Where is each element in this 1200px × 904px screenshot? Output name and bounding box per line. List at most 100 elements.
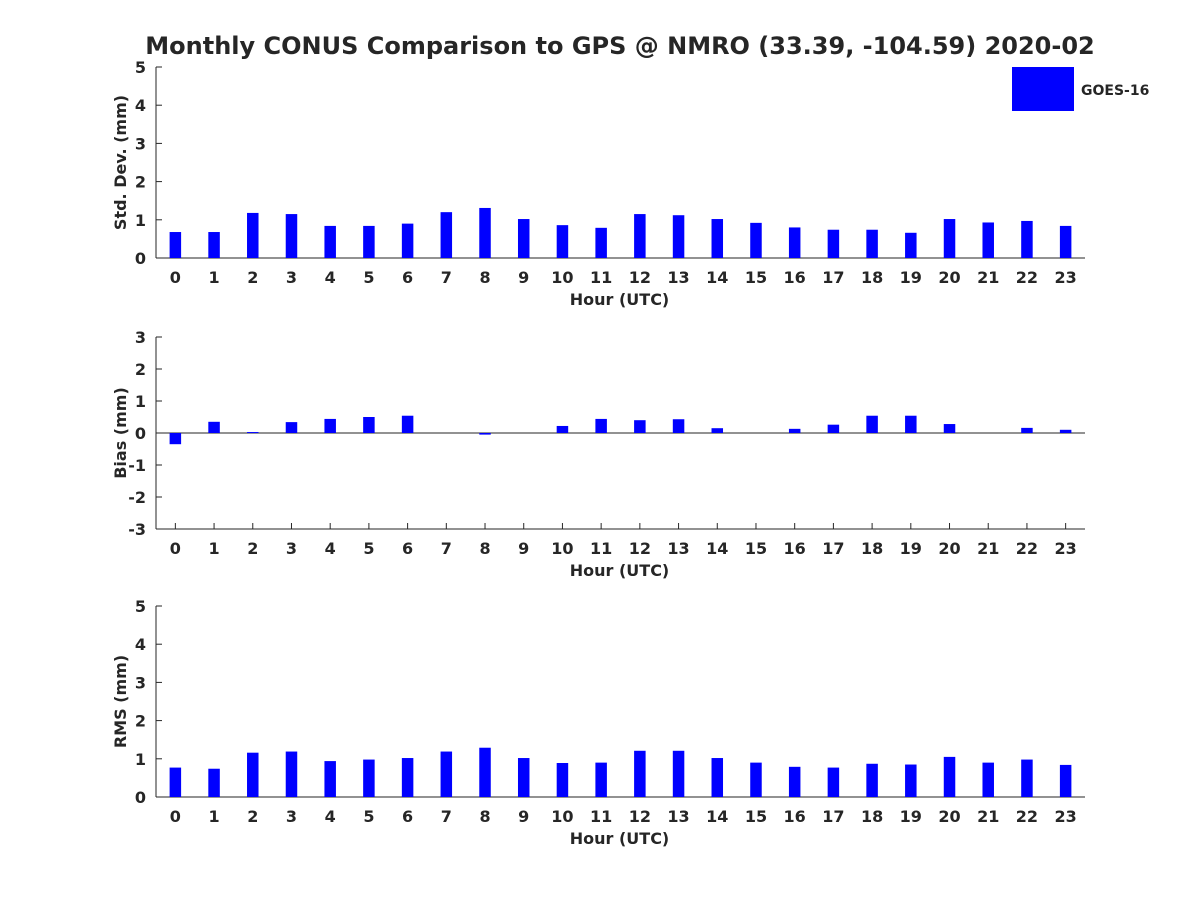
x-tick-label: 3 <box>286 807 297 826</box>
bar-hour-2 <box>247 432 259 434</box>
bar-hour-23 <box>1059 764 1072 797</box>
x-tick-label: 9 <box>518 539 529 558</box>
x-tick-label: 18 <box>861 268 883 287</box>
x-tick-label: 8 <box>479 807 490 826</box>
y-tick-label: 1 <box>135 392 146 411</box>
bar-hour-0 <box>169 232 182 258</box>
y-tick-label: 3 <box>135 134 146 153</box>
bar-hour-17 <box>827 767 840 797</box>
bar-hour-21 <box>982 222 994 258</box>
x-tick-label: 14 <box>706 268 728 287</box>
bar-hour-17 <box>827 424 840 433</box>
x-tick-label: 3 <box>286 268 297 287</box>
bar-hour-9 <box>517 219 530 258</box>
y-tick-label: 2 <box>135 712 146 731</box>
y-tick-label: 2 <box>135 360 146 379</box>
bar-hour-23 <box>1059 429 1072 433</box>
x-tick-label: 5 <box>363 539 374 558</box>
bar-hour-16 <box>788 766 801 797</box>
x-tick-label: 12 <box>629 539 651 558</box>
x-tick-label: 10 <box>551 268 573 287</box>
x-tick-label: 18 <box>861 807 883 826</box>
bar-hour-22 <box>1021 759 1033 797</box>
x-tick-label: 22 <box>1016 807 1038 826</box>
x-tick-label: 23 <box>1055 539 1077 558</box>
y-tick-label: 2 <box>135 173 146 192</box>
bar-hour-2 <box>247 752 259 797</box>
bar-hour-6 <box>401 415 414 433</box>
x-tick-label: 5 <box>363 268 374 287</box>
bar-hour-11 <box>595 762 607 797</box>
x-tick-label: 21 <box>977 807 999 826</box>
bar-hour-19 <box>905 764 917 797</box>
x-axis-label: Hour (UTC) <box>570 290 670 309</box>
x-tick-label: 11 <box>590 539 612 558</box>
bar-hour-14 <box>711 219 724 258</box>
x-tick-label: 8 <box>479 268 490 287</box>
bar-hour-4 <box>324 225 336 258</box>
x-tick-label: 0 <box>170 268 181 287</box>
bar-hour-16 <box>788 227 801 258</box>
y-axis-label: Bias (mm) <box>111 387 130 479</box>
figure-title: Monthly CONUS Comparison to GPS @ NMRO (… <box>145 32 1094 60</box>
y-tick-label: 1 <box>135 750 146 769</box>
bar-hour-18 <box>866 229 878 258</box>
y-tick-label: -1 <box>128 456 146 475</box>
bar-hour-8 <box>479 207 491 258</box>
bar-hour-19 <box>905 415 917 433</box>
bar-hour-11 <box>595 227 607 258</box>
bar-hour-15 <box>750 762 762 797</box>
bar-hour-20 <box>943 424 956 433</box>
bar-hour-5 <box>363 417 375 433</box>
y-tick-label: -2 <box>128 488 146 507</box>
x-tick-label: 17 <box>822 539 844 558</box>
x-tick-label: 4 <box>325 807 336 826</box>
y-tick-label: 1 <box>135 211 146 230</box>
x-tick-label: 9 <box>518 807 529 826</box>
bar-hour-1 <box>208 421 220 433</box>
bar-hour-6 <box>401 223 414 258</box>
bar-hour-21 <box>982 762 994 797</box>
x-tick-label: 13 <box>667 807 689 826</box>
x-tick-label: 8 <box>479 539 490 558</box>
x-tick-label: 11 <box>590 268 612 287</box>
x-tick-label: 19 <box>900 539 922 558</box>
x-tick-label: 18 <box>861 539 883 558</box>
bar-hour-5 <box>363 759 375 797</box>
y-tick-label: 4 <box>135 96 146 115</box>
bar-hour-0 <box>169 433 182 445</box>
bar-hour-12 <box>634 214 646 258</box>
x-tick-label: 15 <box>745 539 767 558</box>
x-tick-label: 1 <box>208 268 219 287</box>
x-tick-label: 5 <box>363 807 374 826</box>
x-tick-label: 6 <box>402 807 413 826</box>
y-tick-label: 3 <box>135 673 146 692</box>
bar-hour-20 <box>943 756 956 797</box>
bar-hour-12 <box>634 420 646 433</box>
bar-hour-22 <box>1021 220 1033 258</box>
bar-hour-10 <box>556 763 569 797</box>
bar-hour-11 <box>595 418 607 433</box>
y-tick-label: -3 <box>128 520 146 539</box>
y-tick-label: 0 <box>135 424 146 443</box>
bar-hour-14 <box>711 758 724 797</box>
x-tick-label: 20 <box>938 268 960 287</box>
x-axis-label: Hour (UTC) <box>570 561 670 580</box>
bar-hour-7 <box>440 212 453 258</box>
x-tick-label: 7 <box>441 807 452 826</box>
x-tick-label: 21 <box>977 268 999 287</box>
x-tick-label: 13 <box>667 268 689 287</box>
x-tick-label: 20 <box>938 539 960 558</box>
x-tick-label: 19 <box>900 268 922 287</box>
bar-hour-10 <box>556 225 569 258</box>
bar-hour-7 <box>440 751 453 797</box>
legend-label-goes-16: GOES-16 <box>1081 83 1149 99</box>
x-tick-label: 17 <box>822 268 844 287</box>
bar-hour-13 <box>672 750 685 797</box>
x-tick-label: 7 <box>441 539 452 558</box>
bar-hour-18 <box>866 415 878 433</box>
x-tick-label: 16 <box>784 539 806 558</box>
